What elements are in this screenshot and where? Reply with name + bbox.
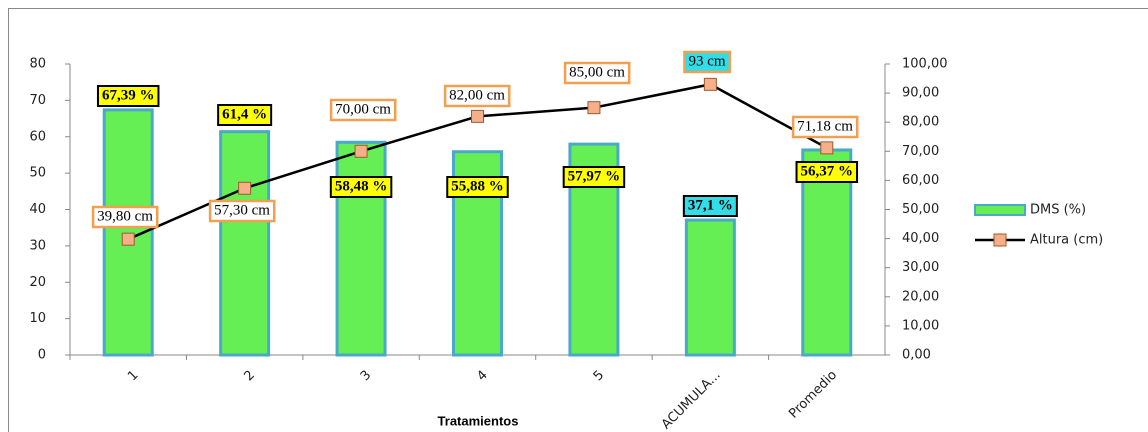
x-axis-title: Tratamientos (438, 413, 519, 428)
line-value-label: 71,18 cm (797, 118, 853, 134)
line-value-label-box (208, 199, 276, 223)
legend-label: DMS (%) (1030, 203, 1086, 218)
bar (801, 148, 853, 357)
line-value-label-box (791, 115, 859, 139)
bar-value-label: 61,4 % (222, 106, 267, 122)
y2-tick-label: 20,00 (902, 289, 939, 304)
y2-tick-label: 70,00 (902, 144, 939, 159)
y2-tick-label: 80,00 (902, 115, 939, 130)
bar-value-label: 67,39 % (102, 87, 155, 103)
bar-value-label-box (446, 176, 509, 198)
bar-value-label-box (217, 104, 273, 126)
y2-tick-label: 50,00 (902, 202, 939, 217)
line-marker (820, 141, 834, 155)
bar-value-label-box (795, 161, 859, 183)
y2-tick-label: 60,00 (902, 173, 939, 188)
line-value-label-box (443, 84, 511, 108)
bar (219, 130, 271, 357)
legend-swatch (974, 204, 1026, 216)
y2-tick-label: 10,00 (902, 318, 939, 333)
x-tick-label: 5 (591, 368, 607, 384)
y-tick-label: 30 (29, 238, 46, 253)
bar-value-label: 37,1 % (688, 197, 733, 213)
line-value-label: 57,30 cm (214, 202, 270, 218)
x-tick-label: 2 (241, 368, 257, 384)
y-tick-label: 20 (29, 275, 46, 290)
y-tick-label: 70 (29, 93, 46, 108)
bar-value-label-box (682, 195, 738, 217)
line-marker (587, 101, 601, 115)
x-tick-label: 1 (125, 368, 141, 384)
bar-value-label: 58,48 % (335, 178, 388, 194)
x-tick-label: 4 (474, 368, 490, 384)
y2-tick-label: 100,00 (902, 57, 948, 72)
bar-value-label: 56,37 % (801, 163, 854, 179)
line-value-label: 82,00 cm (449, 87, 505, 103)
bar (335, 140, 387, 357)
y2-tick-label: 0,00 (902, 348, 931, 363)
chart-frame (8, 8, 1148, 432)
y-tick-label: 80 (29, 57, 46, 72)
line-value-label: 93 cm (688, 53, 725, 69)
y2-tick-label: 30,00 (902, 260, 939, 275)
line-value-label-box (329, 98, 397, 122)
line-value-label: 85,00 cm (569, 64, 625, 80)
y2-tick-label: 40,00 (902, 231, 939, 246)
bar (684, 218, 736, 357)
legend-marker (993, 233, 1007, 247)
bar-value-label: 57,97 % (568, 168, 621, 184)
y-tick-label: 0 (38, 348, 46, 363)
bar-value-label-box (96, 85, 160, 107)
line-marker (354, 144, 368, 158)
line-value-label: 39,80 cm (97, 208, 153, 224)
legend-label: Altura (cm) (1030, 233, 1103, 248)
bar-value-label-box (562, 166, 626, 188)
line-value-label: 70,00 cm (335, 101, 391, 117)
line-marker (703, 77, 717, 91)
line-marker (121, 232, 135, 246)
x-tick-label: 3 (358, 368, 374, 384)
y-tick-label: 60 (29, 129, 46, 144)
line-marker (471, 109, 484, 123)
y-tick-label: 40 (29, 202, 46, 217)
line-value-label-box (91, 205, 159, 229)
x-tick-label: Promedio (786, 368, 840, 422)
bar-value-label-box (329, 176, 393, 198)
y-tick-label: 10 (29, 311, 46, 326)
y2-tick-label: 90,00 (902, 86, 939, 101)
x-tick-label: ACUMULA... (659, 368, 724, 432)
y-tick-label: 50 (29, 166, 46, 181)
line-value-label-box (563, 61, 631, 85)
line-value-label-box (683, 50, 732, 74)
line-marker (238, 181, 252, 195)
bar-value-label: 55,88 % (451, 178, 504, 194)
